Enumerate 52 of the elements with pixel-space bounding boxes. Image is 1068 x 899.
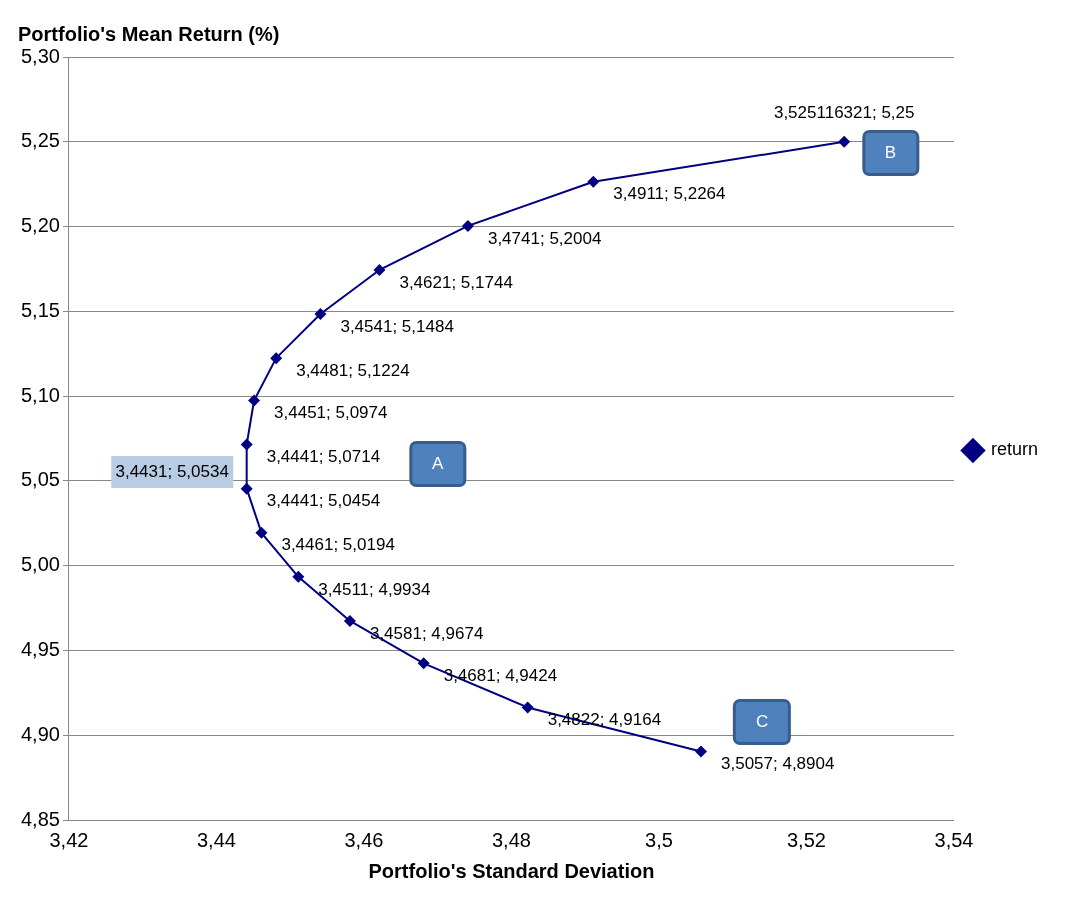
point bbox=[240, 482, 253, 495]
point bbox=[587, 175, 600, 188]
x-tick-label: 3,54 bbox=[934, 828, 974, 851]
point bbox=[255, 526, 268, 539]
x-tick-label: 3,5 bbox=[645, 828, 673, 851]
data-label: 3,4911; 5,2264 bbox=[613, 184, 726, 204]
x-tick-label: 3,42 bbox=[49, 828, 89, 851]
data-label: 3,4741; 5,2004 bbox=[487, 228, 602, 248]
y-tick-label: 5,10 bbox=[20, 383, 60, 406]
data-label: 3,4621; 5,1744 bbox=[399, 272, 513, 292]
data-label: 3,525116321; 5,25 bbox=[773, 103, 915, 123]
legend-label: return bbox=[990, 439, 1039, 460]
point bbox=[314, 308, 327, 321]
y-tick-label: 5,25 bbox=[20, 129, 60, 152]
callout-box: A bbox=[409, 440, 467, 487]
y-tick-label: 5,30 bbox=[20, 44, 60, 67]
x-axis-title: Portfolio's Standard Deviation bbox=[368, 859, 655, 882]
data-label: 3,4461; 5,0194 bbox=[281, 535, 395, 555]
point bbox=[695, 745, 707, 758]
data-label: 3,4581; 4,9674 bbox=[369, 623, 484, 643]
point bbox=[270, 352, 283, 365]
data-label: 3,4451; 5,0974 bbox=[274, 403, 388, 423]
point bbox=[343, 614, 356, 627]
data-label: 3,4511; 4,9934 bbox=[318, 579, 431, 599]
callout-box: B bbox=[861, 129, 920, 176]
y-tick-label: 4,90 bbox=[20, 722, 60, 745]
x-tick-label: 3,46 bbox=[344, 828, 384, 851]
point bbox=[373, 263, 386, 276]
point bbox=[240, 438, 253, 451]
x-tick-label: 3,52 bbox=[787, 828, 826, 851]
y-tick-label: 5,15 bbox=[20, 298, 60, 321]
y-axis-title: Portfolio's Mean Return (%) bbox=[18, 22, 280, 45]
note-box: 3,4431; 5,0534 bbox=[111, 456, 233, 489]
data-label: 3,4441; 5,0714 bbox=[266, 447, 381, 467]
y-tick-label: 5,20 bbox=[20, 214, 60, 237]
y-tick-label: 4,85 bbox=[20, 807, 60, 830]
point bbox=[292, 570, 305, 583]
callout-box: C bbox=[733, 698, 792, 745]
point bbox=[248, 394, 261, 407]
point bbox=[838, 135, 851, 148]
data-label: 3,5057; 4,8904 bbox=[721, 754, 835, 774]
y-tick-label: 5,00 bbox=[20, 553, 60, 576]
point bbox=[461, 219, 474, 232]
y-tick-label: 5,05 bbox=[20, 468, 60, 491]
point bbox=[417, 657, 430, 670]
y-tick-label: 4,95 bbox=[20, 637, 60, 660]
data-label: 3,4481; 5,1224 bbox=[296, 360, 410, 380]
data-label: 3,4441; 5,0454 bbox=[266, 491, 381, 511]
x-tick-label: 3,48 bbox=[491, 828, 531, 851]
data-label: 3,4541; 5,1484 bbox=[340, 316, 454, 336]
point bbox=[521, 701, 534, 714]
x-tick-label: 3,44 bbox=[196, 828, 236, 851]
